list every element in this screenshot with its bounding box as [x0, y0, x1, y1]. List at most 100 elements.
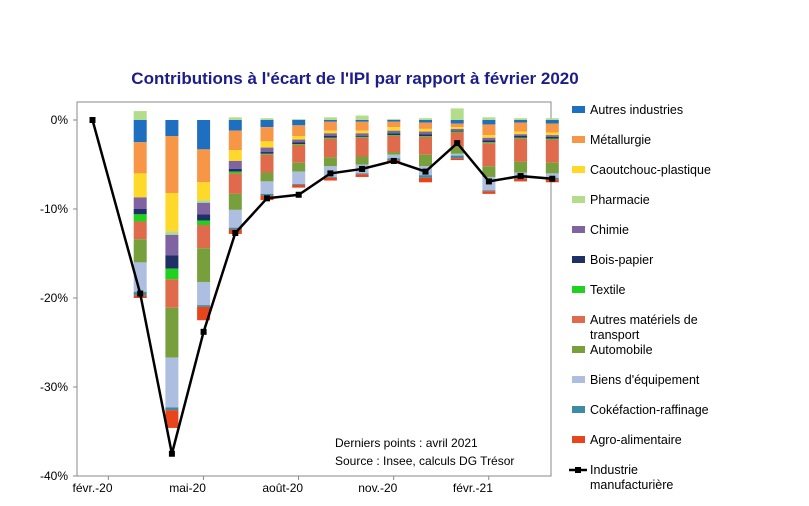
- bar-segment: [228, 209, 242, 228]
- bar-segment: [260, 147, 274, 153]
- bar-segment: [292, 184, 306, 185]
- legend-swatch: [572, 196, 585, 203]
- bar-segment: [292, 171, 306, 185]
- bar-segment: [260, 154, 274, 173]
- bar-segment: [323, 117, 337, 120]
- bar-segment: [228, 160, 242, 169]
- bar-segment: [323, 120, 337, 122]
- bar-segment: [450, 123, 464, 128]
- bar-segment: [482, 143, 496, 167]
- bar-segment: [323, 137, 337, 139]
- bar-segment: [545, 139, 559, 163]
- bar-segment: [323, 157, 337, 167]
- y-tick-label: -20%: [40, 291, 68, 305]
- bar-segment: [260, 141, 274, 148]
- bar-segment: [450, 108, 464, 120]
- bar-segment: [419, 118, 432, 120]
- annotation-last-points: Derniers points : avril 2021: [335, 436, 478, 450]
- legend-swatch: [572, 436, 585, 443]
- bar-segment: [387, 135, 401, 137]
- bar-segment: [450, 127, 464, 129]
- bar-segment: [450, 130, 464, 132]
- bar-segment: [133, 111, 147, 120]
- bar-segment: [450, 158, 464, 161]
- y-tick-label: -30%: [40, 380, 68, 394]
- bar-segment: [545, 136, 559, 139]
- bar-segment: [355, 130, 369, 134]
- line-point: [200, 328, 207, 335]
- legend-swatch: [572, 106, 585, 113]
- bar-segment: [260, 181, 274, 194]
- bar-segment: [450, 146, 464, 154]
- bar-segment: [260, 193, 274, 196]
- bar-segment: [545, 118, 559, 120]
- bar-segment: [197, 120, 211, 150]
- legend-label: Cokéfaction-raffinage: [590, 403, 709, 417]
- legend-swatch: [572, 406, 585, 413]
- bar-segment: [450, 120, 464, 124]
- bar-segment: [482, 190, 496, 192]
- bar-segment: [387, 120, 401, 122]
- bar-segment: [387, 130, 401, 134]
- bar-segment: [419, 175, 432, 178]
- bar-segment: [355, 136, 369, 137]
- bar-segment: [482, 135, 496, 138]
- bar-segment: [228, 130, 242, 151]
- legend-swatch: [572, 346, 585, 353]
- bar-segment: [323, 130, 337, 134]
- bar-segment: [197, 182, 211, 201]
- bar-segment: [165, 255, 179, 269]
- bar-segment: [228, 171, 242, 174]
- bar-segment: [133, 173, 147, 198]
- bar-segment: [197, 305, 211, 307]
- annotation-source: Source : Insee, calculs DG Trésor: [335, 454, 514, 468]
- line-point: [264, 195, 270, 202]
- bar-segment: [323, 136, 337, 138]
- bar-segment: [355, 137, 369, 157]
- x-tick-label: mai-20: [169, 481, 206, 495]
- bar-segment: [228, 227, 242, 230]
- bar-segment: [387, 154, 401, 159]
- legend-label: Autres matériels de: [590, 313, 698, 327]
- bar-segment: [165, 407, 179, 411]
- bar-segment: [323, 121, 337, 131]
- bar-segment: [292, 142, 306, 145]
- bar-segment: [545, 132, 559, 136]
- bar-segment: [355, 173, 369, 175]
- bar-segment: [419, 131, 432, 135]
- legend-label: Textile: [590, 283, 625, 297]
- x-tick-label: févr.-21: [453, 481, 493, 495]
- legend-label: Métallurgie: [590, 133, 651, 147]
- bar-segment: [197, 202, 211, 215]
- bar-segment: [197, 220, 211, 226]
- line-point: [485, 178, 492, 185]
- bar-segment: [545, 138, 559, 140]
- chart-title: Contributions à l'écart de l'IPI par rap…: [131, 69, 578, 88]
- bar-segment: [165, 268, 179, 280]
- legend: Autres industries Métallurgie Caoutchouc-p…: [569, 103, 711, 492]
- bar-segment: [514, 134, 528, 137]
- bar-segment: [419, 120, 432, 123]
- bar-segment: [450, 132, 464, 147]
- bar-segment: [165, 192, 179, 232]
- bar-segment: [545, 162, 559, 174]
- line-point: [137, 290, 144, 297]
- bar-segment: [260, 127, 274, 142]
- bar-segment: [355, 156, 369, 165]
- bar-segment: [197, 306, 211, 321]
- bar-segment: [292, 125, 306, 137]
- bar-segment: [514, 178, 528, 182]
- bar-segment: [292, 119, 306, 120]
- bar-segment: [355, 120, 369, 122]
- bar-segment: [450, 153, 464, 156]
- legend-label-line-cont: manufacturière: [590, 478, 673, 492]
- legend-label-cont: transport: [590, 328, 640, 342]
- bar-segment: [514, 120, 528, 123]
- legend-swatch: [572, 226, 585, 233]
- bar-segment: [228, 168, 242, 172]
- legend-swatch: [572, 256, 585, 263]
- y-tick-label: 0%: [51, 113, 69, 127]
- bar-segment: [514, 138, 528, 162]
- bar-segment: [419, 136, 432, 137]
